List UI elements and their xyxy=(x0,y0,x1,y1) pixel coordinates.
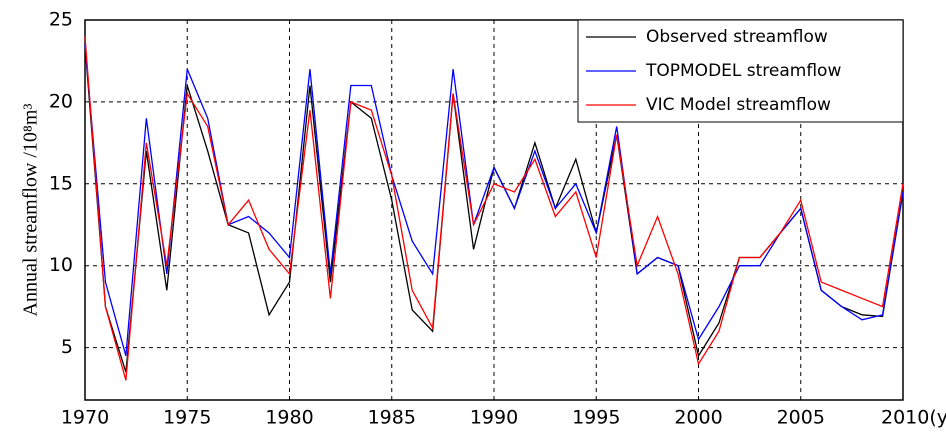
x-tick-label: 2005 xyxy=(777,407,825,429)
series-line xyxy=(84,36,904,381)
y-tick-label: 15 xyxy=(49,172,73,194)
x-tick-label: 1990 xyxy=(470,407,518,429)
y-tick-label: 10 xyxy=(49,254,73,276)
legend-label: VIC Model streamflow xyxy=(646,95,831,115)
x-tick-label: 1970 xyxy=(61,407,109,429)
legend-label: TOPMODEL streamflow xyxy=(645,61,841,81)
x-tick-label: 1985 xyxy=(368,407,416,429)
x-tick-label: 2010(y) xyxy=(881,407,946,429)
legend-label: Observed streamflow xyxy=(646,27,828,47)
y-axis-label: Annual streamflow /10⁸m³ xyxy=(20,104,42,317)
plot-frame xyxy=(84,19,904,401)
y-tick-label: 25 xyxy=(49,9,73,31)
x-tick-label: 1995 xyxy=(572,407,620,429)
y-tick-label: 5 xyxy=(61,336,73,358)
y-tick-label: 20 xyxy=(49,90,73,112)
x-tick-label: 2000 xyxy=(674,407,722,429)
x-tick-label: 1975 xyxy=(163,407,211,429)
x-tick-label: 1980 xyxy=(265,407,313,429)
